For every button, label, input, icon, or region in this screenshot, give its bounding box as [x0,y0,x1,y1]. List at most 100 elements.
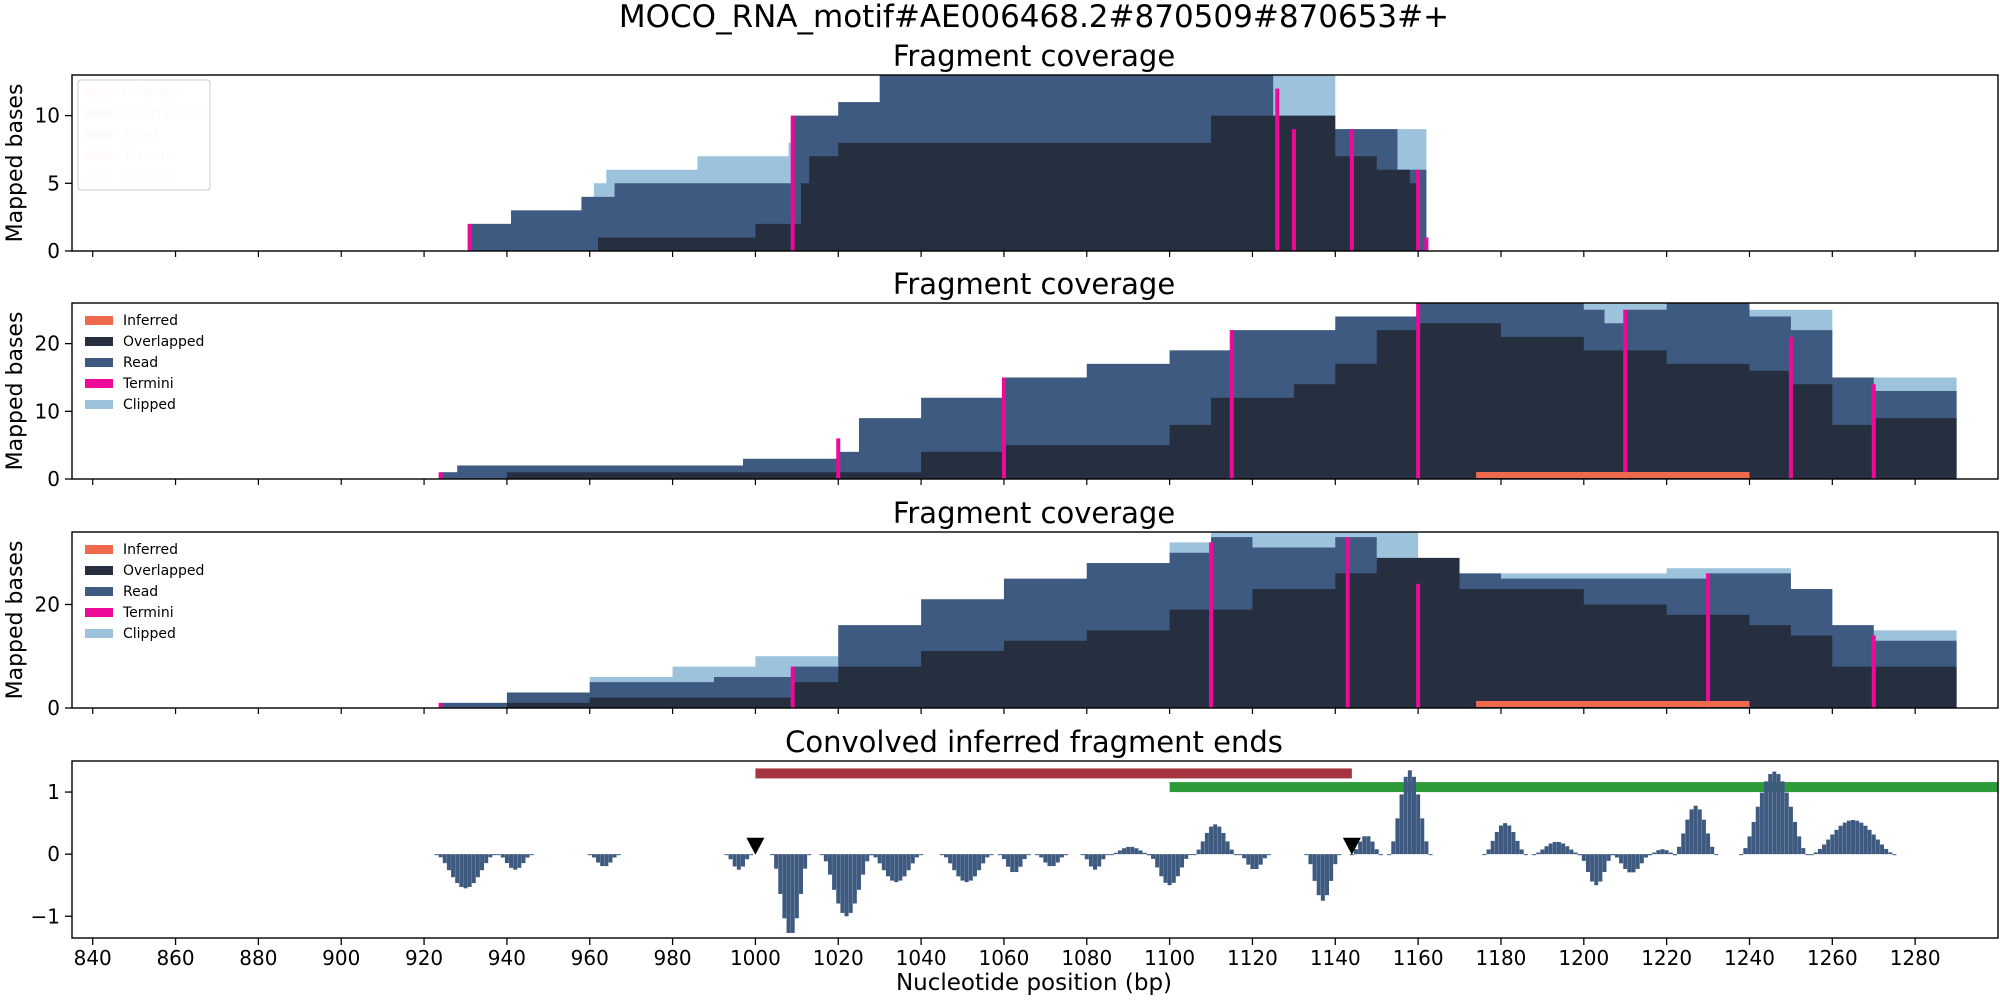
x-tick-label: 1260 [1807,946,1858,970]
ends-bar [919,854,924,856]
y-tick-label: 10 [35,399,60,423]
ends-bar [496,854,501,856]
ends-bar [885,854,890,877]
ends-bar [1196,849,1201,855]
ends-bar [438,854,443,858]
x-tick-label: 1220 [1641,946,1692,970]
y-axis-label: Mapped bases [3,312,28,471]
ends-bar [1018,854,1023,867]
legend-swatch-read [85,587,113,596]
ends-bar [807,854,812,856]
legend-swatch-inferred [85,316,113,325]
legend-label-clipped: Clipped [123,397,176,413]
ends-bar [1544,846,1549,855]
termini-mark [1871,384,1876,479]
ends-bar [794,854,799,919]
panel-2: Fragment coverage Inferred Overlapped Read T… [3,79,1999,491]
ends-bar [910,854,915,864]
panel-title: Fragment coverage [893,39,1175,73]
legend-swatch-clipped [85,629,113,638]
ends-bar [608,854,613,863]
ends-bar [1610,854,1615,856]
ends-bar [1743,848,1748,855]
ends-bar [1822,844,1827,855]
ends-bar [1043,854,1048,863]
ends-bar [1180,854,1185,868]
ends-bar [952,854,957,871]
ends-bar [1101,854,1106,860]
ends-bar [1399,794,1404,855]
ends-bar [972,854,977,877]
ends-bar [1648,854,1653,856]
termini-mark [1416,169,1421,251]
ends-bar [1519,849,1524,855]
ends-bar [1801,848,1806,855]
ends-bar [1080,854,1085,856]
ends-bar [728,854,733,860]
ends-bar [1523,854,1528,856]
ends-bar [914,854,919,858]
panel-title: Fragment coverage [893,496,1175,530]
ends-bar [1515,840,1520,855]
ends-bar [1420,818,1425,855]
ends-bar [475,854,480,878]
coverage-overlapped [469,115,1419,251]
ends-bar [1494,832,1499,855]
ends-bar [525,854,530,858]
termini-mark [438,472,443,479]
legend-swatch-read [85,358,113,367]
ends-bar [1333,854,1338,865]
ends-bar [1411,776,1416,855]
figure-suptitle: MOCO_RNA_motif#AE006468.2#870509#870653#… [619,0,1449,35]
ends-bar [1577,854,1582,856]
ends-bar [1573,852,1578,855]
ends-bar [840,854,845,913]
ends-bar [1403,776,1408,855]
ends-bar [1482,854,1487,856]
ends-bar [1254,854,1259,870]
ends-bar [1809,854,1814,856]
x-tick-label: 1200 [1558,946,1609,970]
ends-bar [1681,833,1686,855]
legend-label-termini: Termini [122,605,174,621]
ends-bar [463,854,468,889]
ends-bar [1428,854,1433,856]
ends-bar [1146,854,1151,856]
ends-bar [1486,849,1491,855]
termini-mark [1345,537,1350,708]
ends-bar [1532,854,1537,856]
ends-bar [1213,824,1218,855]
ends-bar [587,854,592,856]
x-tick-label: 1180 [1476,946,1527,970]
ends-bar [1668,852,1673,855]
legend-label-clipped: Clipped [123,626,176,642]
ends-bar [596,854,601,863]
ends-bar [1022,854,1027,860]
ends-bar [1569,849,1574,855]
termini-mark [836,438,841,479]
ends-bar [1561,843,1566,855]
axes-frame [71,302,1999,480]
ends-bar [852,854,857,904]
ends-bar [902,854,907,877]
axes-frame [71,531,1999,709]
ends-bar [1855,820,1860,855]
ends-bar [1643,854,1648,858]
ends-bar [1391,841,1396,855]
ends-bar [981,854,986,864]
ends-bar [1242,854,1247,859]
ends-bar [989,854,994,856]
ends-bar [1354,849,1358,855]
ends-bar [745,854,750,860]
ends-bar [1867,829,1872,855]
ends-bar [1184,854,1189,859]
ends-bar [1751,821,1756,855]
ends-bar [509,854,514,868]
end-marker-2 [1342,837,1361,855]
ends-bar [1001,854,1006,860]
ends-bar [1614,854,1619,858]
ends-bar [1312,854,1317,881]
ends-bar [521,854,526,864]
termini-mark [1706,573,1711,708]
ends-bar [749,854,754,856]
